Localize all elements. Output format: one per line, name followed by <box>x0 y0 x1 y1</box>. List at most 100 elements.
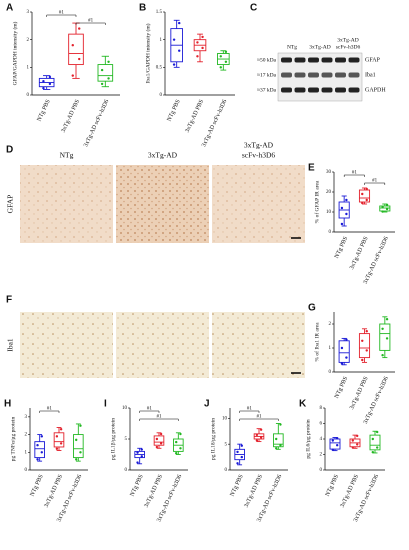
x-tick-label: 3xTg-AD PBS <box>244 474 264 509</box>
band-size: ≈17 kDa <box>257 72 277 78</box>
micrograph <box>212 312 305 378</box>
micrograph <box>212 165 305 243</box>
data-point <box>107 60 110 63</box>
band <box>308 57 319 63</box>
band <box>281 57 292 63</box>
significance-label: #1 <box>47 407 53 412</box>
significance-bracket <box>75 22 106 25</box>
data-point <box>345 338 348 341</box>
data-point <box>71 74 74 77</box>
band <box>308 87 319 93</box>
data-point <box>340 222 344 226</box>
data-point <box>385 203 389 207</box>
x-tick-label: 3xTg-AD PBS <box>44 474 64 509</box>
y-axis-label: % of GFAP IR area <box>313 180 320 223</box>
significance-label: #1 <box>257 415 263 420</box>
column-title: 3xTg-AD <box>148 151 178 160</box>
x-tick-label: NTg PBS <box>36 99 51 123</box>
data-point <box>40 451 43 454</box>
y-tick-label: 10 <box>122 406 128 411</box>
band <box>321 87 333 93</box>
significance-bracket <box>343 174 365 177</box>
column-title: NTg <box>60 151 74 160</box>
y-tick-label: 0 <box>329 230 332 235</box>
data-point <box>196 41 199 44</box>
significance-bracket <box>239 418 279 421</box>
y-tick-label: 2 <box>27 38 30 43</box>
x-tick-label: 3xTg-AD PBS <box>61 99 81 134</box>
data-point <box>361 201 364 205</box>
y-axis-label: Iba1/GAPDH intensity (m) <box>144 23 151 83</box>
data-point <box>59 428 63 431</box>
y-tick-label: 2 <box>25 433 28 438</box>
lane-label: 3xTg-AD <box>309 44 330 50</box>
data-point <box>365 187 368 191</box>
x-tick-label: 3xTg-AD PBS <box>349 376 369 411</box>
band-size: ≈37 kDa <box>257 87 277 93</box>
data-point <box>196 55 199 58</box>
data-point <box>275 437 278 441</box>
data-point <box>340 206 344 210</box>
band <box>281 72 292 78</box>
significance-label: #1 <box>147 407 153 412</box>
significance-bracket <box>239 410 260 413</box>
y-tick-label: 1 <box>27 65 30 70</box>
y-tick-label: 1 <box>329 346 332 351</box>
data-point <box>175 452 178 455</box>
x-tick-label: 3xTg-AD PBS <box>349 236 369 271</box>
y-tick-label: 5 <box>125 437 128 442</box>
y-tick-label: 6 <box>320 422 323 427</box>
y-tick-label: 0 <box>25 468 28 473</box>
y-tick-label: 5 <box>225 442 228 447</box>
data-point <box>275 447 278 450</box>
data-point <box>79 424 82 427</box>
data-point <box>371 437 374 441</box>
data-point <box>178 21 181 25</box>
x-tick-label: 3xTg-AD PBS <box>144 474 164 509</box>
x-tick-label: 3xTg-AD PBS <box>340 474 360 509</box>
micrograph <box>116 312 209 378</box>
data-point <box>219 55 222 58</box>
significance-bracket <box>139 418 179 421</box>
data-point <box>55 447 59 450</box>
data-point <box>78 27 81 30</box>
data-point <box>331 439 334 442</box>
data-point <box>179 432 182 436</box>
y-tick-label: 4 <box>320 437 323 442</box>
significance-label: #1 <box>372 179 378 184</box>
panel-label: H <box>4 399 11 410</box>
y-tick-label: 3 <box>27 10 30 15</box>
band <box>294 72 306 78</box>
data-point <box>340 362 344 365</box>
data-point <box>259 436 263 439</box>
data-point <box>345 212 348 216</box>
band <box>335 87 346 93</box>
box <box>53 432 65 448</box>
data-point <box>365 349 368 352</box>
micrograph <box>116 165 209 243</box>
significance-bracket <box>46 14 77 17</box>
y-tick-label: 1 <box>160 38 163 43</box>
data-point <box>172 38 176 41</box>
data-point <box>255 439 259 442</box>
data-point <box>59 442 63 445</box>
data-point <box>236 450 239 454</box>
panel-label: K <box>299 399 307 410</box>
y-tick-label: 3 <box>25 415 28 420</box>
band <box>308 72 319 78</box>
band-protein: GAPDH <box>365 87 386 93</box>
x-tick-label: 3xTg-AD PBS <box>185 99 205 134</box>
panel-label: J <box>204 399 210 410</box>
data-point <box>224 50 228 54</box>
x-tick-label: 3xTg-AD scFv-h3D6 <box>83 99 110 148</box>
y-tick-label: 0 <box>160 93 163 98</box>
data-point <box>385 318 389 321</box>
data-point <box>107 77 110 80</box>
y-axis-label: GFAP/GAPDH intensity (m) <box>11 21 18 85</box>
panel-label: I <box>104 399 107 410</box>
data-point <box>201 35 204 39</box>
y-axis-label: pg TNFα/µg protein <box>10 417 16 462</box>
blot <box>277 52 363 102</box>
x-tick-label: NTg PBS <box>334 376 349 400</box>
significance-bracket <box>39 410 60 413</box>
